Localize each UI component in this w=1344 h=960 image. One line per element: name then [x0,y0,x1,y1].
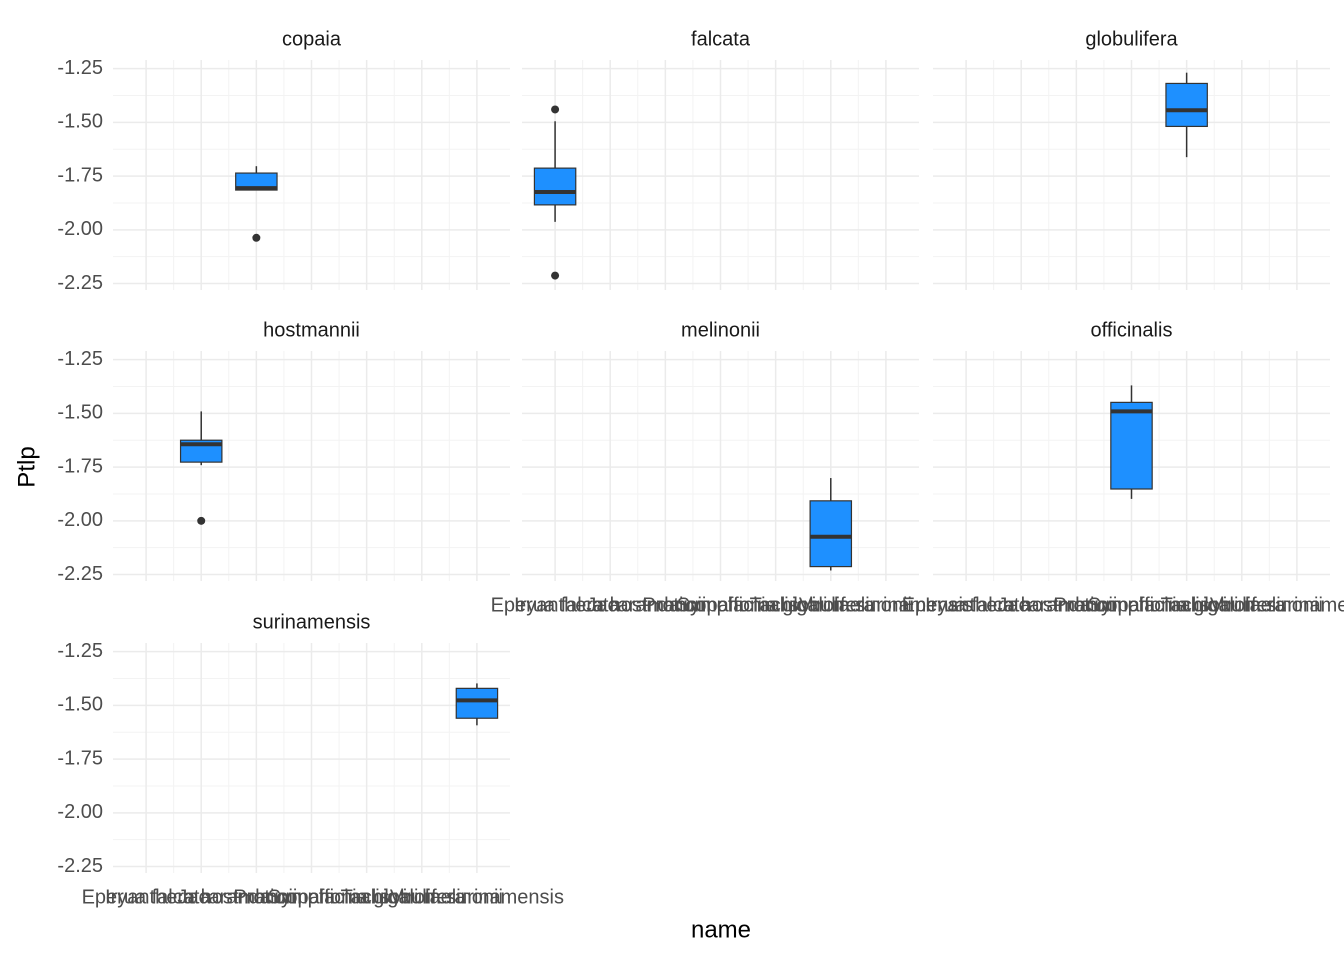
facet-title: melinonii [681,319,760,341]
facet-title: globulifera [1085,28,1178,50]
x-tick-label: Tachigali melinonii [341,886,503,908]
x-tick-label: Protium officinalis [642,594,798,616]
x-tick-label: Symphonia globulifera [677,594,876,616]
x-tick-label: Iryanthera hostmannii [105,886,297,908]
x-tick-label: Virola surinamensis [390,886,564,908]
facet-title: falcata [691,28,751,50]
x-tick-label: Protium officinalis [1053,594,1209,616]
y-tick-label: -1.50 [57,402,103,424]
y-tick-label: -2.00 [57,218,103,240]
y-tick-label: -1.25 [57,57,103,79]
outlier [252,233,261,242]
x-tick-label: Eperua falcata [82,886,212,908]
box [533,167,577,206]
y-tick-label: -1.25 [57,348,103,370]
y-tick-label: -1.25 [57,640,103,662]
x-tick-label: Eperua falcata [902,594,1032,616]
box [809,500,853,568]
facet-title: hostmannii [263,319,360,341]
x-tick-label: Jacaranda copaia [586,594,745,616]
x-tick-label: Symphonia globulifera [268,886,467,908]
x-tick-label: Eperua falcata [491,594,621,616]
x-tick-label: Symphonia globulifera [1088,594,1287,616]
y-tick-label: -1.75 [57,747,103,769]
y-tick-label: -2.00 [57,509,103,531]
outlier [197,516,206,525]
x-tick-label: Tachigali melinonii [1161,594,1323,616]
facet-title: officinalis [1091,319,1173,341]
x-tick-label: Virola surinamensis [799,594,973,616]
y-tick-label: -2.25 [57,272,103,294]
box [1165,82,1208,128]
y-tick-label: -1.50 [57,694,103,716]
box [1110,401,1153,490]
facet-title: surinamensis [253,611,371,633]
x-tick-label: Protium officinalis [233,886,389,908]
x-tick-label: Iryanthera hostmannii [514,594,706,616]
y-tick-label: -1.75 [57,164,103,186]
facet-title: copaia [282,28,342,50]
outlier [551,271,560,280]
x-tick-label: Iryanthera hostmannii [925,594,1117,616]
outlier [551,105,560,114]
y-tick-label: -2.00 [57,801,103,823]
y-tick-label: -1.75 [57,455,103,477]
y-tick-label: -1.50 [57,111,103,133]
y-tick-label: -2.25 [57,563,103,585]
box [455,687,499,719]
x-axis-title: name [691,916,751,943]
y-tick-label: -2.25 [57,855,103,877]
y-axis-title: Ptlp [13,446,40,487]
x-tick-label: Jacaranda copaia [997,594,1156,616]
x-tick-label: Jacaranda copaia [177,886,336,908]
x-tick-label: Virola surinamensis [1210,594,1344,616]
x-tick-label: Tachigali melinonii [750,594,912,616]
